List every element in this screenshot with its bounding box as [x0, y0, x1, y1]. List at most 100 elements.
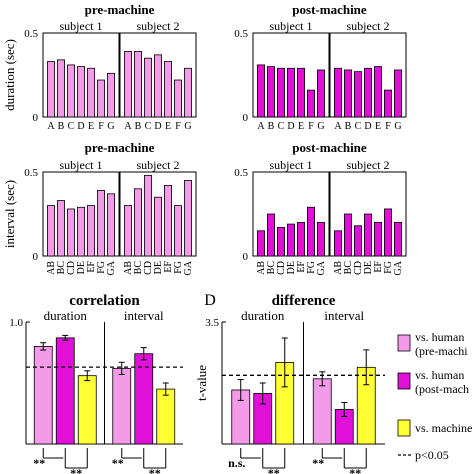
- category-label: CD: [276, 261, 287, 275]
- bar: [77, 66, 86, 118]
- category-label: GA: [316, 260, 327, 275]
- bar: [353, 225, 362, 257]
- category-label: GA: [393, 260, 404, 275]
- panel-title: pre-machine: [85, 2, 155, 17]
- bar: [383, 89, 392, 118]
- significance-label: **: [33, 456, 45, 470]
- category-label: EF: [296, 261, 307, 273]
- significance-label: **: [112, 456, 124, 470]
- category-label: F: [175, 121, 181, 132]
- bar: [312, 378, 332, 445]
- bar: [97, 79, 106, 118]
- y-tick-label: 0.5: [24, 167, 38, 179]
- bar: [143, 174, 152, 257]
- category-label: B: [345, 121, 352, 132]
- bar: [67, 64, 76, 118]
- bar: [363, 213, 372, 257]
- category-label: F: [98, 121, 104, 132]
- bar: [183, 179, 192, 257]
- significance-label: **: [149, 466, 161, 474]
- category-label: BC: [133, 261, 144, 275]
- bar: [112, 367, 132, 445]
- bar: [87, 205, 96, 257]
- legend-swatch: [397, 419, 411, 437]
- category-label: EF: [373, 261, 384, 273]
- y-tick-label: 0: [243, 251, 249, 263]
- y-tick-label: 0.5: [24, 28, 38, 40]
- category-label: BC: [266, 261, 277, 275]
- category-label: C: [145, 121, 152, 132]
- category-label: D: [154, 121, 161, 132]
- bar: [133, 51, 142, 118]
- bar: [296, 221, 305, 257]
- bar: [77, 206, 86, 257]
- bar: [276, 227, 285, 257]
- category-label: D: [77, 121, 84, 132]
- panel-title: correlation: [69, 293, 140, 309]
- subject-label: subject 1: [270, 19, 313, 33]
- category-label: DE: [286, 261, 297, 274]
- panel-title: post-machine: [292, 140, 367, 155]
- category-label: DE: [153, 261, 164, 274]
- category-label: AB: [123, 261, 134, 275]
- significance-label: **: [268, 466, 280, 474]
- bar: [373, 66, 382, 118]
- category-label: BC: [56, 261, 67, 275]
- subject-label: subject 1: [60, 158, 103, 172]
- bar: [353, 71, 362, 118]
- bar: [296, 67, 305, 118]
- category-label: FG: [383, 261, 394, 274]
- category-label: G: [317, 121, 324, 132]
- category-label: AB: [46, 261, 57, 275]
- category-label: FG: [96, 261, 107, 274]
- category-label: F: [308, 121, 314, 132]
- y-tick-label: 0.5: [234, 167, 248, 179]
- bar: [55, 337, 75, 445]
- bar: [383, 208, 392, 257]
- y-axis-label: interval (sec): [2, 180, 17, 248]
- y-tick-label: 0: [33, 112, 39, 124]
- bar: [393, 69, 402, 118]
- bar: [57, 200, 66, 257]
- y-tick-label: 3.5: [205, 317, 219, 329]
- y-axis-label: t-value: [194, 365, 209, 401]
- legend-label: vs. machine: [415, 421, 472, 435]
- category-label: GA: [183, 260, 194, 275]
- bar: [373, 221, 382, 257]
- significance-label: **: [312, 456, 324, 470]
- category-label: G: [107, 121, 114, 132]
- significance-label: n.s.: [228, 456, 245, 470]
- panel-title: pre-machine: [85, 140, 155, 155]
- bar: [316, 221, 325, 257]
- bar: [156, 388, 176, 445]
- category-label: E: [88, 121, 94, 132]
- bar: [183, 67, 192, 118]
- category-label: FG: [306, 261, 317, 274]
- legend-swatch: [397, 334, 411, 352]
- category-label: B: [58, 121, 65, 132]
- bar: [286, 223, 295, 257]
- bar: [173, 205, 182, 257]
- category-label: EF: [86, 261, 97, 273]
- y-axis-label: duration (sec): [2, 39, 17, 111]
- bar: [316, 69, 325, 118]
- category-label: EF: [163, 261, 174, 273]
- category-label: DE: [363, 261, 374, 274]
- panel-letter: D: [204, 292, 216, 309]
- category-label: GA: [106, 260, 117, 275]
- legend-label: (post-mach: [415, 382, 469, 396]
- bar: [343, 69, 352, 118]
- y-tick-label: 0: [33, 251, 39, 263]
- legend-label: vs. human: [415, 330, 464, 344]
- category-label: AB: [256, 261, 267, 275]
- group-label: duration: [44, 308, 88, 323]
- bar: [153, 196, 162, 257]
- subject-label: subject 2: [347, 158, 390, 172]
- bar: [47, 205, 56, 257]
- category-label: G: [184, 121, 191, 132]
- bar: [87, 67, 96, 118]
- bar: [134, 353, 154, 445]
- bar: [306, 89, 315, 118]
- y-tick-label: 0: [243, 112, 249, 124]
